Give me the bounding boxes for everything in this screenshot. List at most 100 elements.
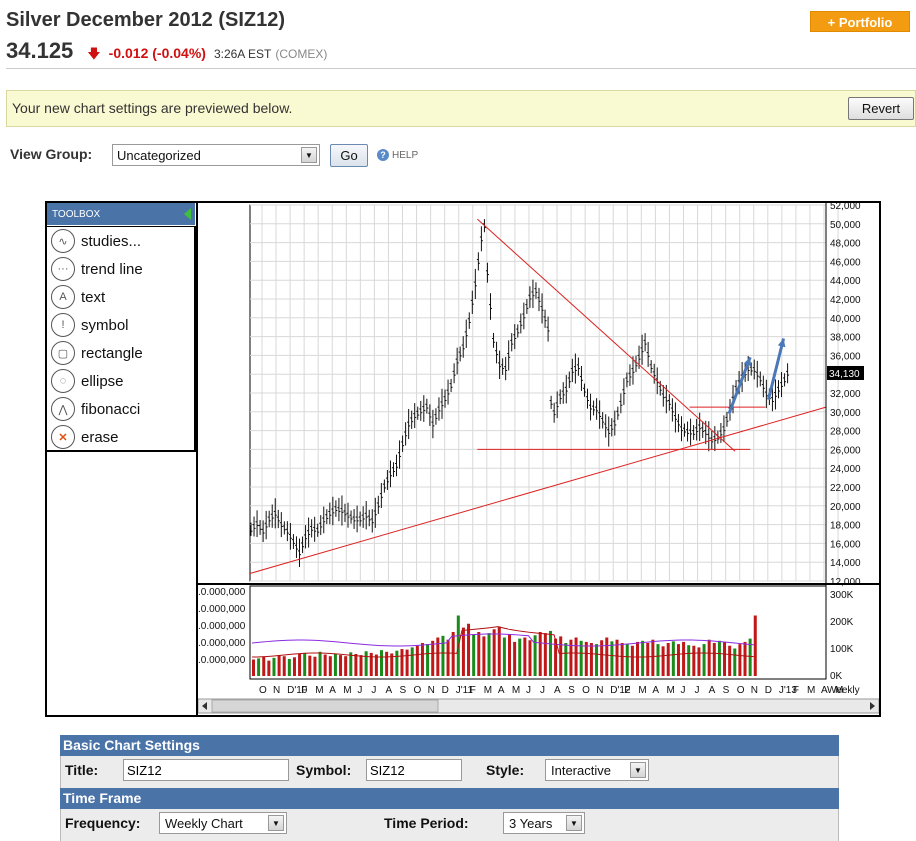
volume-bar: [272, 657, 276, 676]
volume-bar: [533, 635, 537, 676]
time-tick-label: S: [568, 685, 575, 696]
volume-bar: [564, 643, 568, 676]
volume-bar: [492, 629, 496, 676]
title-label: Title:: [65, 762, 99, 778]
revert-button[interactable]: Revert: [848, 97, 914, 120]
frequency-value: Weekly Chart: [165, 816, 243, 831]
time-period-value: 3 Years: [509, 816, 553, 831]
price-tick-label: 12,000: [830, 577, 861, 588]
volume-bar: [497, 626, 501, 676]
tool-symbol[interactable]: ! symbol: [51, 312, 129, 338]
volume-bar: [369, 652, 373, 676]
tool-studies[interactable]: ∿ studies...: [51, 228, 141, 254]
volume-bar: [728, 645, 732, 676]
time-tick-label: N: [596, 685, 603, 696]
volume-bar: [651, 639, 655, 676]
volume-bar: [339, 655, 343, 676]
volume-bar: [318, 651, 322, 676]
scroll-left-icon[interactable]: [202, 702, 207, 710]
volume-bar: [543, 633, 547, 676]
time-tick-label: M: [484, 685, 492, 696]
volume-bar: [308, 655, 312, 676]
volume-bar: [523, 637, 527, 676]
volume-bar: [323, 654, 327, 676]
volume-tick-label: 300K: [830, 590, 854, 601]
volume-bar: [687, 645, 691, 676]
time-tick-label: A: [652, 685, 659, 696]
quote-time: 3:26A EST: [213, 47, 272, 61]
volume-avg-line: [251, 633, 754, 647]
time-tick-label: O: [737, 685, 745, 696]
volume-bar: [380, 650, 383, 676]
volume-bar: [390, 653, 394, 676]
time-tick-label: M: [512, 685, 520, 696]
scrollbar-thumb[interactable]: [211, 699, 439, 713]
chevron-down-icon[interactable]: ▼: [301, 147, 317, 163]
scroll-right-icon[interactable]: [870, 702, 875, 710]
arrow-down-icon: 🡇: [87, 47, 101, 62]
tool-text[interactable]: A text: [51, 284, 105, 310]
help-icon: ?: [377, 149, 389, 161]
symbol-input[interactable]: [366, 759, 462, 781]
studies-icon: ∿: [51, 229, 75, 253]
volume-left-tick: .0.000,000: [198, 638, 246, 649]
volume-bar: [513, 641, 517, 676]
frequency-select[interactable]: Weekly Chart ▼: [159, 812, 287, 834]
time-tick-label: J'13: [779, 685, 797, 696]
last-price-tag-label: 34,130: [829, 369, 860, 380]
chevron-down-icon[interactable]: ▼: [268, 815, 284, 831]
volume-bar: [354, 654, 358, 676]
time-tick-label: A: [709, 685, 716, 696]
add-portfolio-button[interactable]: + Portfolio: [810, 11, 910, 32]
volume-left-tick: .0.000,000: [198, 621, 246, 632]
time-tick-label: D: [765, 685, 772, 696]
tool-fibonacci[interactable]: ⋀ fibonacci: [51, 396, 140, 422]
view-group-value: Uncategorized: [117, 148, 201, 163]
volume-bar: [374, 654, 378, 676]
style-select[interactable]: Interactive ▼: [545, 759, 649, 781]
volume-bar: [538, 632, 542, 676]
time-tick-label: N: [273, 685, 280, 696]
divider: [6, 68, 916, 69]
tool-rectangle[interactable]: ▢ rectangle: [51, 340, 143, 366]
tool-erase[interactable]: ✕ erase: [51, 424, 119, 450]
volume-bar: [405, 649, 409, 676]
volume-bar: [292, 657, 296, 676]
time-period-select[interactable]: 3 Years ▼: [503, 812, 585, 834]
volume-bar: [569, 639, 573, 676]
price-tick-label: 20,000: [830, 502, 861, 513]
collapse-icon[interactable]: [184, 208, 191, 220]
time-tick-label: M: [315, 685, 323, 696]
volume-bar: [630, 645, 634, 676]
tool-trend-line[interactable]: ··· trend line: [51, 256, 143, 282]
volume-bar: [328, 656, 332, 676]
volume-bar: [446, 639, 450, 676]
help-link[interactable]: ? HELP: [377, 149, 418, 161]
annotation-arrow: [766, 338, 786, 400]
text-icon: A: [51, 285, 75, 309]
price-tick-label: 18,000: [830, 521, 861, 532]
volume-bar: [656, 644, 660, 676]
chevron-down-icon[interactable]: ▼: [630, 762, 646, 778]
go-button[interactable]: Go: [330, 144, 368, 167]
volume-bar: [385, 651, 389, 676]
title-input[interactable]: [123, 759, 289, 781]
tool-ellipse[interactable]: ◌ ellipse: [51, 368, 124, 394]
volume-bar: [262, 656, 266, 676]
volume-bar: [502, 637, 506, 676]
price-tick-label: 22,000: [830, 483, 861, 494]
view-group-select[interactable]: Uncategorized ▼: [112, 144, 320, 166]
volume-bar: [743, 641, 747, 676]
price-chart[interactable]: 52,000 50,000 48,000 46,000 44,000 42,000 40,0…: [198, 203, 879, 715]
time-tick-label: J: [526, 685, 531, 696]
trend-line-icon: ···: [51, 257, 75, 281]
time-tick-label: A: [329, 685, 336, 696]
annotation-arrow: [727, 356, 752, 415]
volume-bar: [359, 655, 363, 676]
view-group-label: View Group:: [10, 146, 93, 162]
volume-bar: [257, 658, 261, 676]
annotation-arrowhead: [743, 357, 752, 367]
chevron-down-icon[interactable]: ▼: [566, 815, 582, 831]
time-tick-label: D: [442, 685, 449, 696]
time-tick-label: M: [835, 685, 843, 696]
